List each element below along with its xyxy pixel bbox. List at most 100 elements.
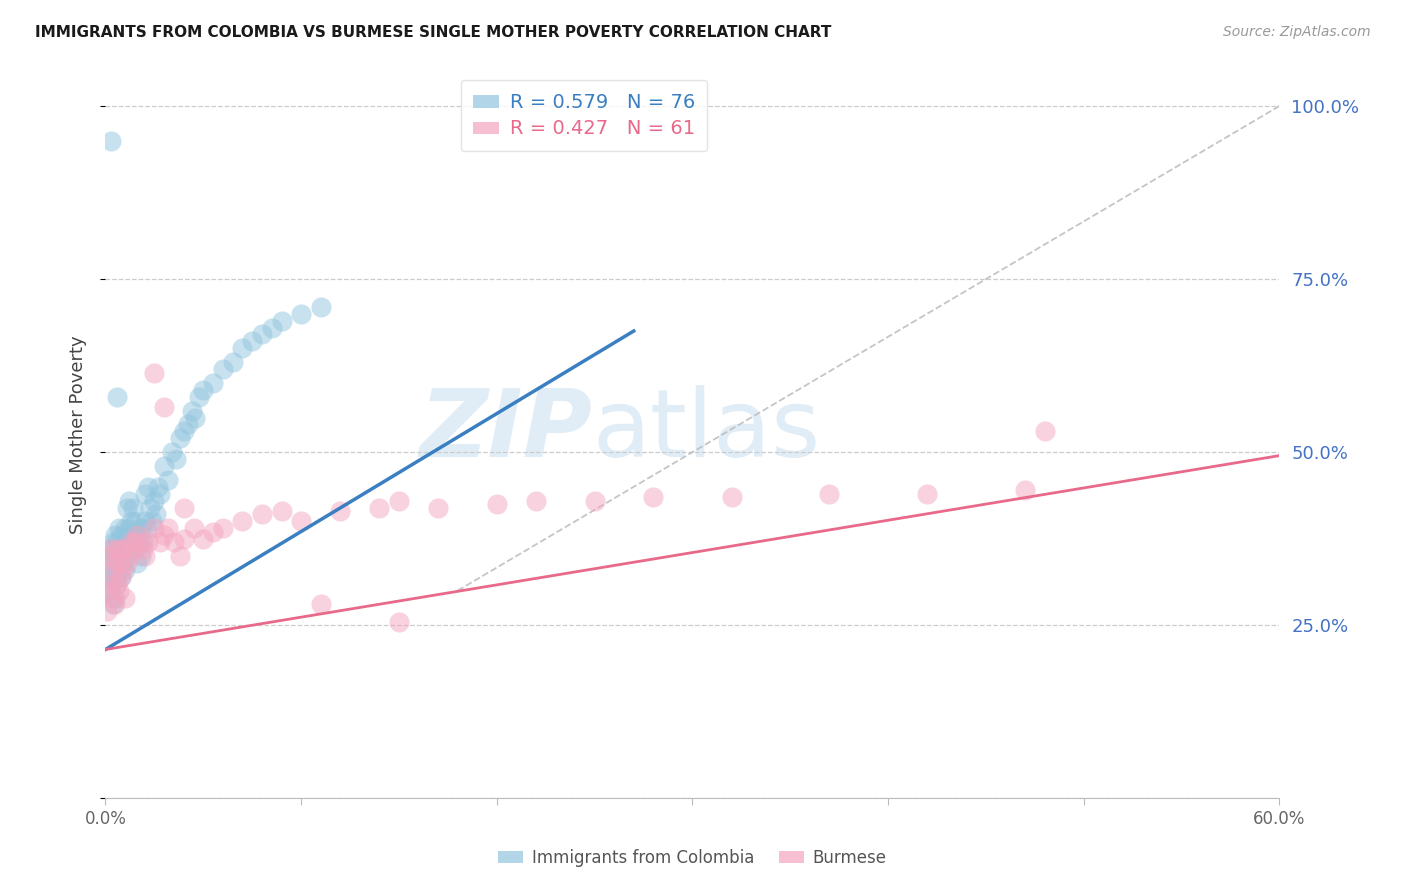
Point xyxy=(173,500,195,515)
Point xyxy=(134,486,156,500)
Point xyxy=(134,515,156,529)
Point xyxy=(231,515,253,529)
Point xyxy=(104,570,127,584)
Point xyxy=(125,556,148,570)
Point xyxy=(110,570,132,584)
Point xyxy=(211,362,233,376)
Point xyxy=(193,383,215,397)
Point xyxy=(115,556,138,570)
Point xyxy=(96,583,118,598)
Point xyxy=(485,497,508,511)
Point xyxy=(98,542,121,557)
Point xyxy=(105,576,128,591)
Point xyxy=(100,549,122,563)
Point xyxy=(221,355,243,369)
Point xyxy=(112,535,135,549)
Point xyxy=(135,521,157,535)
Point xyxy=(145,508,167,522)
Point xyxy=(100,542,122,557)
Point xyxy=(110,528,132,542)
Point xyxy=(118,493,141,508)
Point xyxy=(125,528,148,542)
Point xyxy=(169,549,191,563)
Point xyxy=(104,591,127,605)
Point xyxy=(643,490,665,504)
Point xyxy=(202,524,225,539)
Point xyxy=(105,535,128,549)
Point xyxy=(121,528,143,542)
Point xyxy=(309,300,332,314)
Point xyxy=(108,556,131,570)
Point xyxy=(121,542,143,557)
Point xyxy=(583,493,606,508)
Point xyxy=(114,563,136,577)
Point xyxy=(108,583,131,598)
Point xyxy=(183,521,205,535)
Point xyxy=(124,542,146,557)
Point xyxy=(131,542,153,557)
Point xyxy=(100,576,122,591)
Point xyxy=(153,528,176,542)
Point xyxy=(124,535,146,549)
Point xyxy=(250,327,273,342)
Point xyxy=(128,535,150,549)
Point xyxy=(173,425,195,439)
Point xyxy=(108,542,131,557)
Point xyxy=(169,431,191,445)
Point xyxy=(202,376,225,390)
Point xyxy=(139,500,162,515)
Point xyxy=(153,400,176,414)
Point xyxy=(98,570,121,584)
Point xyxy=(110,570,132,584)
Point xyxy=(114,542,136,557)
Text: ZIP: ZIP xyxy=(420,385,593,477)
Text: IMMIGRANTS FROM COLOMBIA VS BURMESE SINGLE MOTHER POVERTY CORRELATION CHART: IMMIGRANTS FROM COLOMBIA VS BURMESE SING… xyxy=(35,25,831,40)
Point xyxy=(524,493,547,508)
Point xyxy=(114,521,136,535)
Point xyxy=(231,341,253,355)
Point xyxy=(149,535,172,549)
Point xyxy=(184,410,207,425)
Point xyxy=(98,549,121,563)
Point xyxy=(143,366,166,380)
Point xyxy=(104,549,127,563)
Point xyxy=(173,532,195,546)
Point xyxy=(1033,425,1056,439)
Point xyxy=(427,500,450,515)
Point xyxy=(125,528,148,542)
Text: Source: ZipAtlas.com: Source: ZipAtlas.com xyxy=(1223,25,1371,39)
Point xyxy=(157,521,180,535)
Point xyxy=(1014,483,1036,498)
Text: atlas: atlas xyxy=(593,385,821,477)
Point xyxy=(143,521,166,535)
Point xyxy=(100,576,122,591)
Point xyxy=(188,390,211,404)
Legend: Immigrants from Colombia, Burmese: Immigrants from Colombia, Burmese xyxy=(492,842,893,873)
Point xyxy=(118,549,141,563)
Y-axis label: Single Mother Poverty: Single Mother Poverty xyxy=(69,335,87,534)
Point xyxy=(149,486,172,500)
Point xyxy=(176,417,198,432)
Point xyxy=(105,556,128,570)
Point xyxy=(108,521,131,535)
Point xyxy=(120,535,142,549)
Point xyxy=(105,576,128,591)
Point xyxy=(915,486,938,500)
Point xyxy=(157,473,180,487)
Point xyxy=(193,532,215,546)
Point xyxy=(110,542,132,557)
Point xyxy=(368,500,391,515)
Point xyxy=(108,563,131,577)
Point xyxy=(148,480,170,494)
Point xyxy=(388,615,411,629)
Point xyxy=(104,556,127,570)
Point xyxy=(153,458,176,473)
Point xyxy=(100,134,122,148)
Point xyxy=(104,528,127,542)
Point xyxy=(96,556,118,570)
Point xyxy=(143,493,166,508)
Point xyxy=(112,556,135,570)
Point xyxy=(211,521,233,535)
Point xyxy=(110,549,132,563)
Point xyxy=(103,535,125,549)
